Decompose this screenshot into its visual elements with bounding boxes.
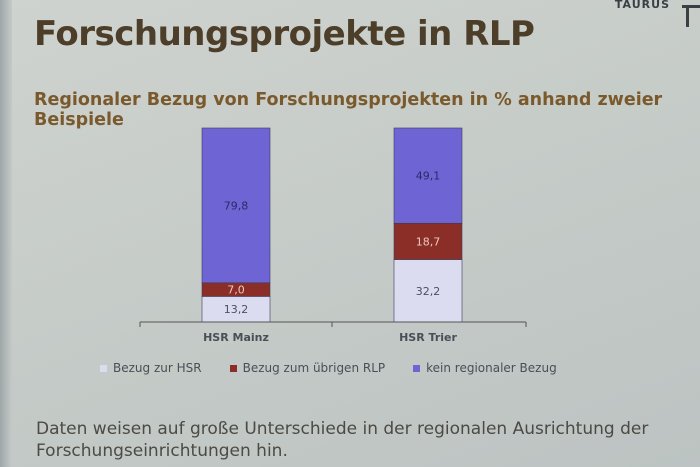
data-label-hsr-trier-1: 18,7 — [416, 235, 441, 248]
slide-left-strip — [0, 0, 12, 467]
bar-segment-hsr-trier-2 — [393, 127, 463, 224]
data-label-hsr-trier-2: 49,1 — [416, 170, 441, 183]
legend-item-kein-bezug: kein regionaler Bezug — [413, 361, 557, 375]
legend-swatch-kein-bezug — [413, 364, 421, 372]
legend-swatch-bezug-hsr — [100, 364, 107, 372]
legend-label-kein-bezug: kein regionaler Bezug — [426, 361, 557, 375]
brand-logo-bar — [682, 5, 700, 8]
data-label-hsr-trier-0: 32,2 — [416, 285, 441, 298]
legend-label-bezug-hsr: Bezug zur HSR — [113, 361, 202, 375]
slide-title: Forschungsprojekte in RLP — [34, 14, 535, 54]
brand-logo-vbar — [686, 5, 689, 27]
bar-segment-hsr-mainz-0 — [201, 296, 271, 323]
legend-item-bezug-rlp: Bezug zum übrigen RLP — [229, 361, 386, 375]
legend-item-bezug-hsr: Bezug zur HSR — [100, 361, 202, 375]
data-label-hsr-mainz-1: 7,0 — [227, 284, 245, 297]
category-label-hsr-trier: HSR Trier — [399, 331, 457, 344]
bar-segment-hsr-mainz-2 — [201, 127, 271, 284]
legend-swatch-bezug-rlp — [229, 364, 237, 372]
chart-legend: Bezug zur HSR Bezug zum übrigen RLP kein… — [100, 361, 557, 375]
category-label-hsr-mainz: HSR Mainz — [203, 331, 269, 344]
brand-logo-text: TAURUS — [614, 0, 670, 11]
legend-label-bezug-rlp: Bezug zum übrigen RLP — [242, 361, 386, 375]
slide-footer-text: Daten weisen auf große Unterschiede in d… — [36, 419, 649, 461]
data-label-hsr-mainz-2: 79,8 — [224, 199, 249, 212]
slide-subtitle: Regionaler Bezug von Forschungsprojekten… — [34, 90, 663, 130]
data-label-hsr-mainz-0: 13,2 — [224, 303, 249, 316]
